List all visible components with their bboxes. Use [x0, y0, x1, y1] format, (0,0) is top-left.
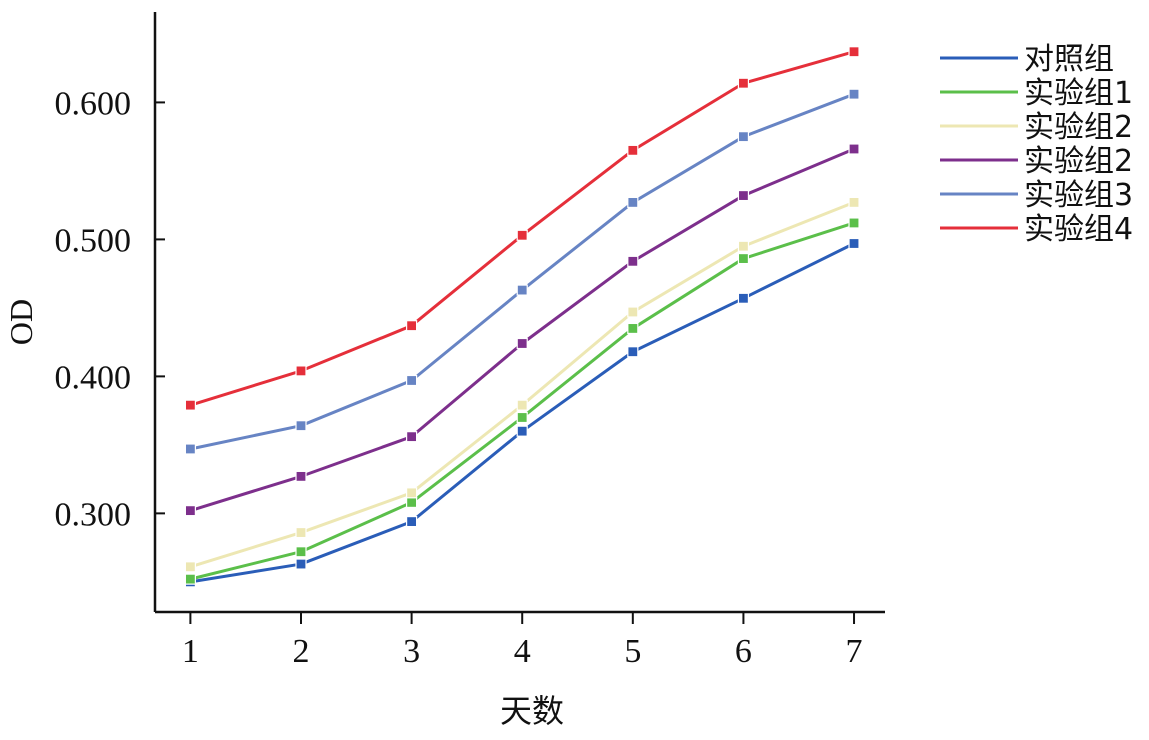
- x-axis-title: 天数: [500, 693, 564, 729]
- y-axis-title: OD: [3, 299, 39, 345]
- data-point: [184, 505, 196, 517]
- y-tick-label: 0.500: [55, 222, 132, 259]
- data-point: [184, 443, 196, 455]
- data-point: [295, 470, 307, 482]
- y-ticks: 0.300 0.400 0.500 0.600: [55, 85, 165, 533]
- data-point: [406, 487, 418, 499]
- data-point: [295, 546, 307, 558]
- data-point: [295, 526, 307, 539]
- data-point: [516, 337, 528, 350]
- data-point: [848, 237, 860, 250]
- x-tick-label: 3: [403, 633, 420, 670]
- data-point: [627, 322, 639, 335]
- legend-label: 实验组2: [1024, 110, 1133, 145]
- data-point: [184, 573, 196, 585]
- x-tick-label: 6: [735, 633, 752, 670]
- legend-label: 实验组4: [1024, 212, 1133, 247]
- x-tick-label: 1: [182, 633, 199, 670]
- data-point: [848, 196, 860, 209]
- data-point: [406, 496, 418, 509]
- data-point: [184, 399, 196, 411]
- axes: [153, 12, 885, 614]
- x-tick-label: 5: [624, 633, 641, 670]
- data-point: [737, 252, 750, 265]
- series-line: [189, 147, 855, 513]
- legend-label: 实验组1: [1024, 76, 1133, 111]
- series-1: [184, 237, 860, 588]
- legend-item: 对照组: [940, 42, 1114, 77]
- y-tick-label: 0.400: [55, 359, 132, 396]
- data-point: [848, 46, 860, 58]
- data-point: [516, 399, 528, 411]
- data-point: [848, 88, 860, 100]
- data-point: [737, 131, 750, 143]
- y-tick-label: 0.600: [55, 85, 132, 122]
- data-point: [737, 240, 750, 252]
- series-layer: [184, 46, 860, 588]
- data-point: [406, 515, 418, 528]
- data-point: [627, 346, 639, 358]
- data-point: [516, 425, 528, 437]
- data-point: [627, 306, 639, 318]
- data-point: [737, 189, 750, 202]
- data-point: [737, 77, 750, 89]
- data-point: [848, 143, 860, 155]
- legend-item: 实验组1: [940, 76, 1133, 111]
- data-point: [295, 365, 307, 377]
- data-point: [406, 320, 418, 332]
- legend-item: 实验组2: [940, 144, 1133, 179]
- data-point: [184, 561, 196, 573]
- x-ticks: 1 2 3 4 5 6 7: [182, 612, 863, 670]
- series-3: [184, 196, 860, 573]
- data-point: [295, 558, 307, 570]
- series-line: [189, 50, 855, 407]
- x-tick-label: 2: [293, 633, 310, 670]
- y-tick-label: 0.300: [55, 496, 132, 533]
- data-point: [516, 411, 528, 424]
- legend-item: 实验组2: [940, 110, 1133, 145]
- legend-label: 实验组3: [1024, 178, 1133, 213]
- data-point: [516, 284, 528, 296]
- legend-label: 对照组: [1024, 42, 1114, 77]
- data-point: [848, 217, 860, 229]
- data-point: [406, 374, 418, 387]
- series-6: [184, 46, 860, 411]
- legend-item: 实验组4: [940, 212, 1133, 247]
- series-5: [184, 88, 860, 455]
- legend-item: 实验组3: [940, 178, 1133, 213]
- data-point: [627, 144, 639, 156]
- data-point: [516, 229, 528, 241]
- data-point: [406, 431, 418, 443]
- data-point: [295, 420, 307, 432]
- series-2: [184, 217, 860, 585]
- series-line: [190, 92, 855, 451]
- data-point: [627, 196, 639, 209]
- data-point: [737, 292, 750, 304]
- series-4: [184, 143, 860, 517]
- x-tick-label: 4: [514, 633, 531, 670]
- x-tick-label: 7: [846, 633, 863, 670]
- series-line: [189, 201, 855, 569]
- legend-label: 实验组2: [1024, 144, 1133, 179]
- data-point: [627, 255, 639, 267]
